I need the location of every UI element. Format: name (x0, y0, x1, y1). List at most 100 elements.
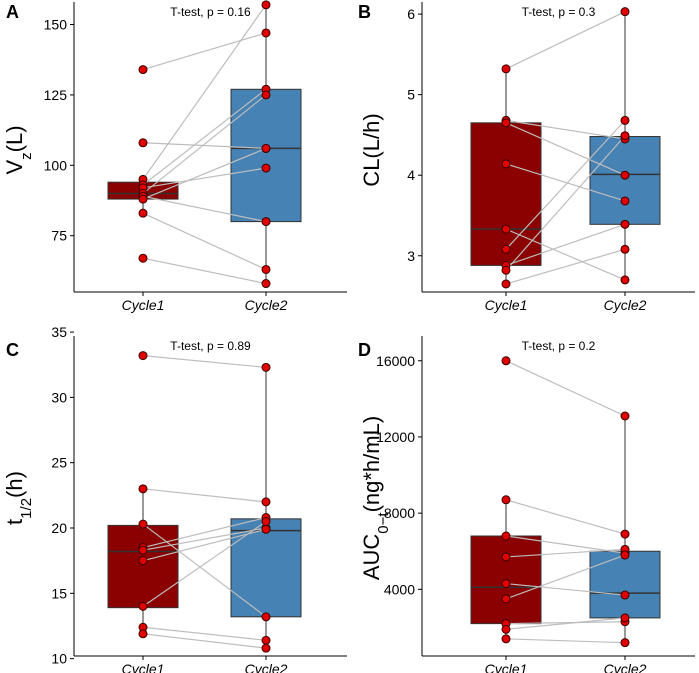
data-point (501, 495, 511, 505)
data-point (501, 118, 511, 128)
paired-line (505, 228, 626, 281)
y-axis-label-main: CL (359, 159, 384, 187)
y-tick-label: 6 (407, 6, 415, 22)
data-point (501, 356, 511, 366)
paired-line (505, 122, 626, 176)
box-cycle2 (589, 136, 661, 225)
data-point (261, 635, 271, 645)
y-axis-label-main: AUC (359, 534, 384, 581)
paired-line (142, 520, 267, 607)
data-point (620, 219, 630, 229)
data-point (138, 208, 148, 218)
data-point (261, 524, 271, 534)
x-tick-label: Cycle2 (245, 297, 288, 313)
data-point (138, 545, 148, 555)
data-point (261, 143, 271, 153)
y-axis-label-unit: (h) (2, 471, 27, 498)
y-tick-label: 4 (407, 167, 415, 183)
paired-line (505, 638, 626, 644)
data-point (501, 594, 511, 604)
box-cycle2 (589, 550, 661, 619)
data-point (138, 629, 148, 639)
y-axis-label: CL(L/h) (359, 113, 384, 186)
y-axis-label-main: t (2, 519, 27, 525)
paired-line (505, 135, 626, 271)
data-point (261, 643, 271, 653)
data-point (261, 362, 271, 372)
data-point (261, 0, 271, 10)
data-point (501, 244, 511, 254)
y-tick-label: 4000 (384, 581, 415, 597)
data-point (261, 279, 271, 289)
paired-line (142, 4, 267, 180)
paired-line (505, 499, 626, 535)
x-tick-label: Cycle2 (604, 661, 647, 673)
test-annotation: T-test, p = 0.16 (170, 5, 251, 19)
x-tick-label: Cycle1 (485, 297, 528, 313)
data-point (138, 556, 148, 566)
paired-line (142, 633, 267, 649)
panel-letter: A (6, 2, 19, 22)
paired-line (505, 120, 626, 250)
data-point (620, 613, 630, 623)
box-cycle2 (230, 88, 302, 223)
data-point (501, 579, 511, 589)
data-point (261, 497, 271, 507)
data-point (261, 28, 271, 38)
data-point (138, 519, 148, 529)
data-point (261, 90, 271, 100)
data-point (620, 590, 630, 600)
data-point (261, 516, 271, 526)
data-point (138, 484, 148, 494)
paired-line (505, 554, 626, 600)
data-point (138, 65, 148, 75)
y-tick-label: 16000 (376, 353, 415, 369)
paired-line (505, 360, 626, 417)
y-axis-label: AUC0−t(ng*h/mL) (359, 416, 392, 580)
y-axis-label-unit: (ng*h/mL) (359, 416, 384, 513)
paired-line (142, 88, 267, 186)
data-point (620, 638, 630, 648)
y-tick-label: 3 (407, 248, 415, 264)
paired-line (142, 626, 267, 641)
y-tick-label: 35 (51, 324, 67, 340)
paired-line (142, 195, 267, 223)
data-point (261, 264, 271, 274)
data-point (620, 131, 630, 141)
data-point (261, 612, 271, 622)
data-point (620, 529, 630, 539)
x-tick-label: Cycle2 (245, 661, 288, 673)
y-tick-label: 30 (51, 389, 67, 405)
data-point (620, 7, 630, 17)
data-point (620, 550, 630, 560)
y-tick-label: 75 (51, 228, 67, 244)
paired-line (505, 617, 626, 630)
data-point (501, 265, 511, 275)
data-point (501, 279, 511, 289)
paired-line (142, 147, 267, 200)
y-tick-label: 20 (51, 520, 67, 536)
data-point (620, 275, 630, 285)
y-axis-label-unit: (L) (2, 125, 27, 152)
box-cycle1 (470, 122, 542, 266)
panel-c: C 10 15 20 25 30 35 Cycle1 Cycle2 t1/2(h) T-test, … (2, 324, 347, 673)
data-point (138, 194, 148, 204)
y-tick-label: 150 (44, 17, 68, 33)
data-point (501, 634, 511, 644)
panel-b: B 3 4 5 6 Cycle1 Cycle2 CL(L/h) T-test, p = 0.3 (358, 2, 695, 313)
y-tick-label: 12000 (376, 429, 415, 445)
y-axis-label-unit: (L/h) (359, 113, 384, 158)
test-annotation: T-test, p = 0.3 (522, 5, 596, 19)
data-point (138, 351, 148, 361)
y-axis-label: Vz(L) (2, 125, 35, 174)
paired-line (505, 119, 626, 140)
test-annotation: T-test, p = 0.2 (522, 339, 596, 353)
data-point (138, 253, 148, 263)
paired-line (505, 621, 626, 625)
paired-line (142, 94, 267, 194)
paired-line (142, 527, 267, 551)
paired-line (142, 528, 267, 562)
paired-line (142, 142, 267, 150)
data-point (501, 159, 511, 169)
